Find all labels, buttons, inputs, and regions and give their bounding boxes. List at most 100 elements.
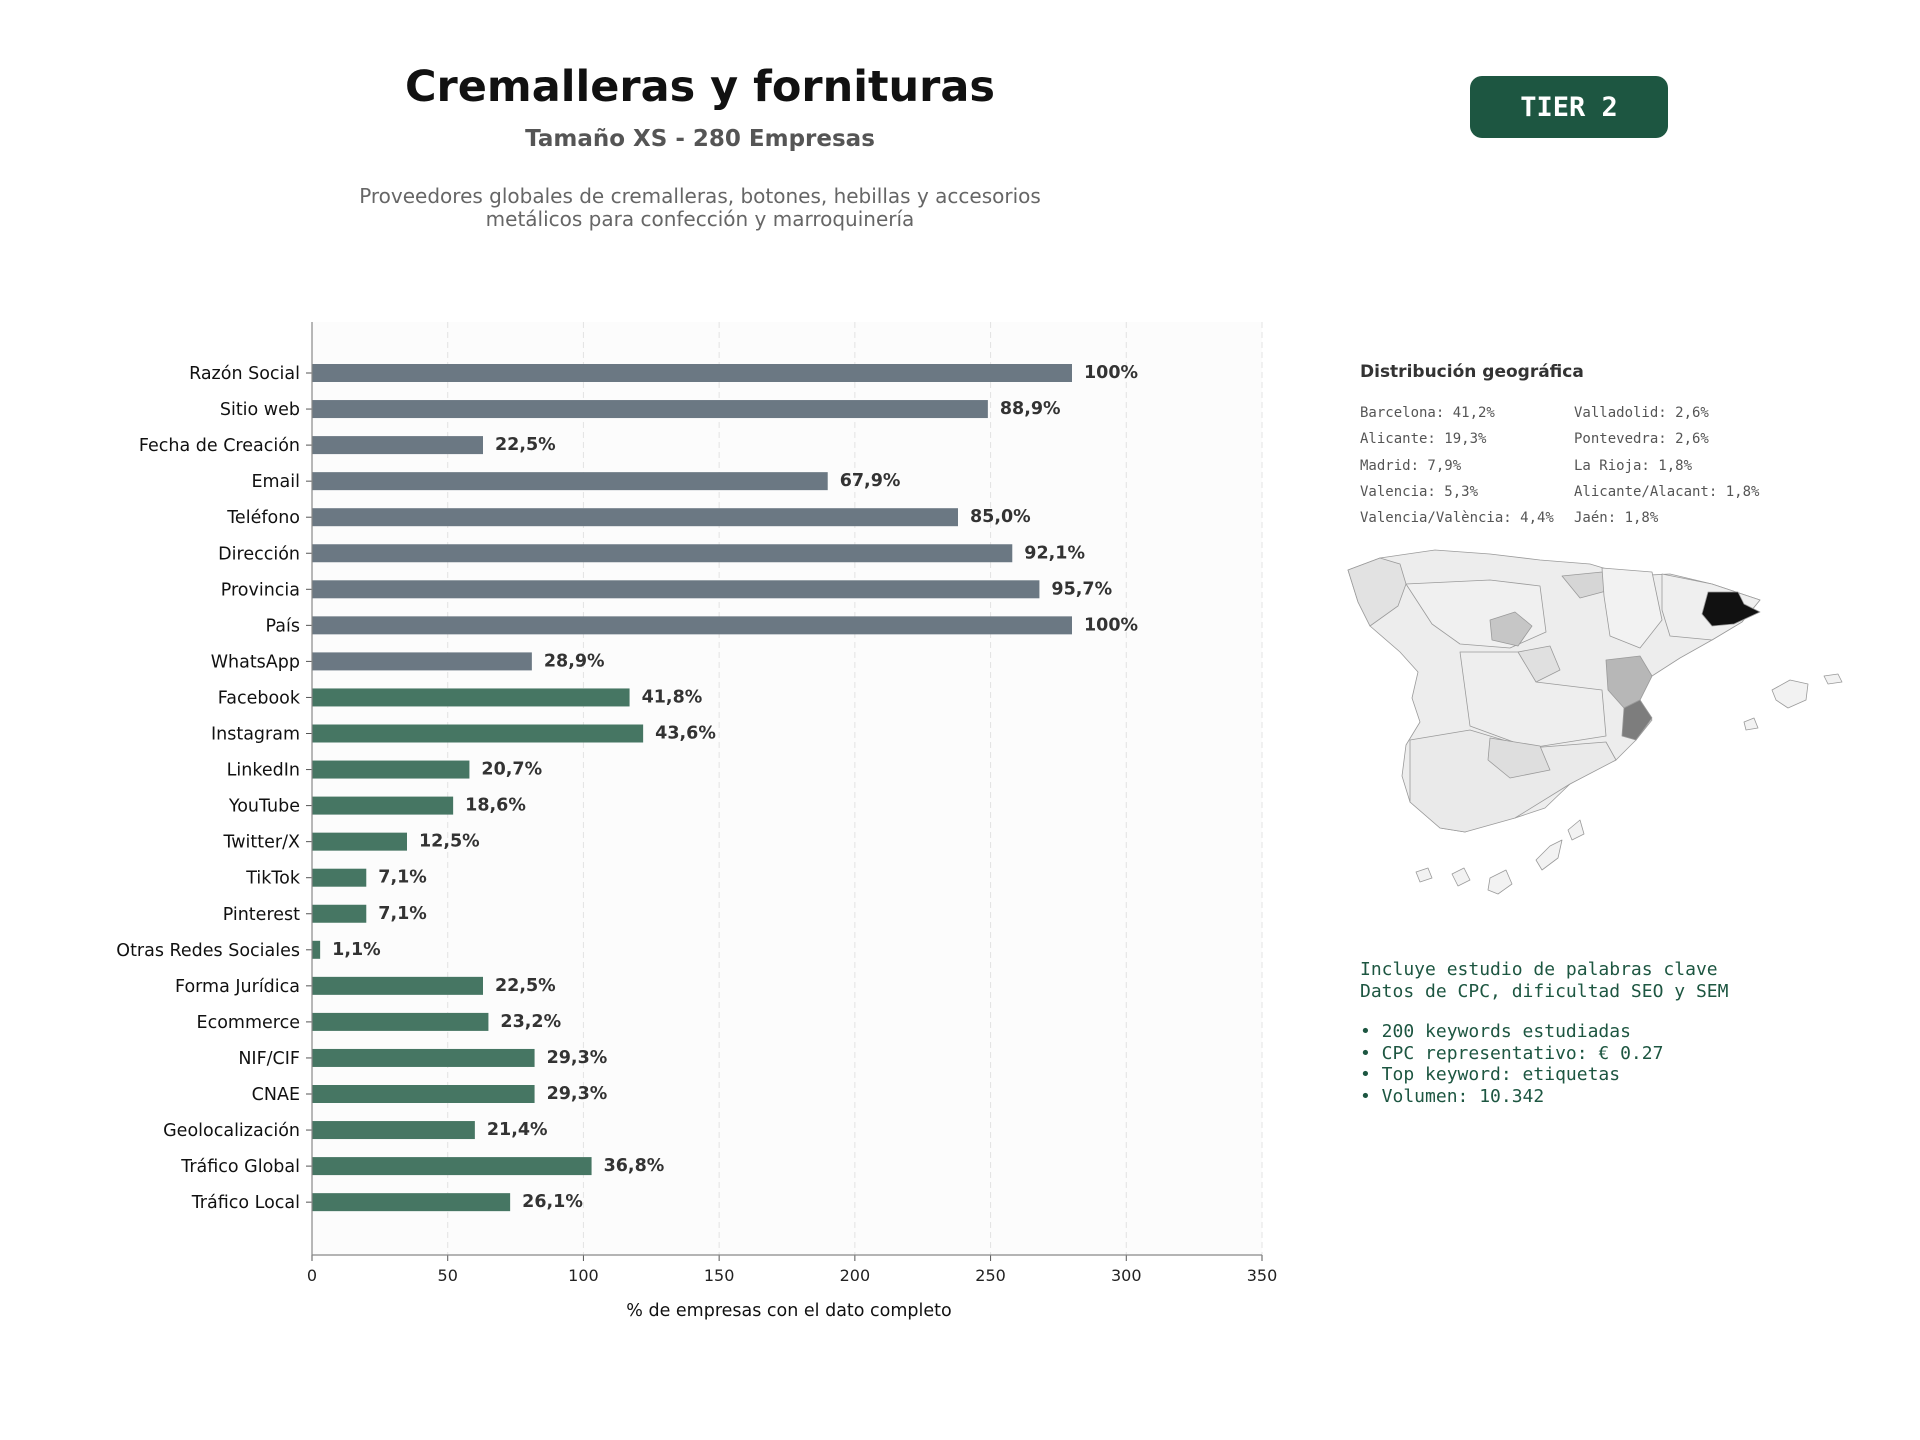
map-balearic-ibiza — [1743, 717, 1759, 731]
geo-item: Barcelona: 41,2% — [1360, 405, 1495, 421]
y-tick-label: Facebook — [218, 688, 301, 708]
geo-item: Valladolid: 2,6% — [1574, 405, 1709, 421]
y-tick-label: Email — [251, 472, 300, 492]
y-tick-label: Razón Social — [189, 364, 300, 384]
bar — [312, 508, 958, 527]
map-canary-1 — [1415, 867, 1433, 883]
bar — [312, 1121, 475, 1140]
x-tick-label: 300 — [1111, 1266, 1142, 1285]
y-tick-label: NIF/CIF — [238, 1049, 300, 1069]
bar — [312, 940, 321, 959]
y-tick-label: Instagram — [211, 725, 300, 745]
keyword-bullet: • Volumen: 10.342 — [1360, 1085, 1545, 1107]
data-label: 92,1% — [1024, 543, 1085, 563]
y-tick-label: Forma Jurídica — [175, 977, 300, 997]
bar — [312, 724, 644, 743]
data-label: 20,7% — [481, 760, 542, 780]
data-label: 28,9% — [544, 651, 605, 671]
data-label: 7,1% — [378, 868, 427, 888]
y-tick-label: Otras Redes Sociales — [116, 941, 300, 961]
geo-item: Madrid: 7,9% — [1360, 457, 1462, 474]
data-label: 41,8% — [642, 687, 703, 707]
map-canary-5 — [1567, 819, 1585, 841]
keyword-bullet: • 200 keywords estudiadas — [1360, 1021, 1631, 1042]
y-tick-label: Twitter/X — [222, 833, 300, 853]
y-tick-label: Dirección — [218, 544, 300, 564]
keyword-bullet: • Top keyword: etiquetas — [1360, 1064, 1621, 1085]
bar — [312, 364, 1072, 382]
keywords-box: Incluye estudio de palabras clave Datos … — [1360, 959, 1728, 1107]
bar — [312, 688, 630, 707]
keywords-line-1: Incluye estudio de palabras clave — [1360, 959, 1718, 980]
data-label: 36,8% — [604, 1156, 665, 1176]
data-label: 22,5% — [495, 435, 556, 455]
geo-item: Pontevedra: 2,6% — [1574, 431, 1709, 448]
x-tick-label: 250 — [975, 1266, 1006, 1285]
y-tick-label: Tráfico Local — [191, 1193, 300, 1213]
bar — [312, 472, 828, 491]
map-region-valladolid — [1489, 611, 1533, 647]
y-tick-label: Pinterest — [223, 905, 300, 925]
bar — [312, 1085, 535, 1103]
data-label: 7,1% — [378, 904, 427, 924]
map-canary-2 — [1451, 867, 1471, 887]
bar — [312, 1048, 535, 1067]
y-tick-label: LinkedIn — [227, 761, 300, 781]
data-label: 100% — [1084, 615, 1138, 635]
data-label: 1,1% — [332, 940, 381, 960]
bar — [312, 652, 532, 671]
bar — [312, 832, 407, 851]
geo-item: La Rioja: 1,8% — [1574, 457, 1693, 474]
data-label: 29,3% — [547, 1084, 608, 1104]
map-region-castilla-mancha — [1459, 651, 1607, 749]
geo-item: Jaén: 1,8% — [1574, 510, 1659, 527]
page-subtitle: Tamaño XS - 280 Empresas — [525, 126, 875, 152]
y-tick-label: Provincia — [221, 580, 300, 600]
bar — [312, 868, 367, 887]
bar — [312, 436, 483, 455]
data-label: 88,9% — [1000, 399, 1061, 419]
page-description: Proveedores globales de cremalleras, bot… — [359, 184, 1041, 231]
data-label: 67,9% — [840, 471, 901, 491]
bar — [312, 796, 454, 815]
bar — [312, 1157, 592, 1176]
geo-title: Distribución geográfica — [1360, 362, 1584, 382]
x-tick-label: 200 — [840, 1266, 871, 1285]
data-label: 100% — [1084, 363, 1138, 383]
map-balearic-menorca — [1823, 673, 1843, 685]
data-label: 23,2% — [500, 1012, 561, 1032]
y-tick-label: País — [266, 616, 300, 636]
spain-province-map — [1347, 549, 1843, 895]
map-region-alicante — [1621, 699, 1653, 741]
y-tick-label: TikTok — [245, 869, 301, 889]
x-axis-label: % de empresas con el dato completo — [626, 1301, 951, 1321]
x-tick-label: 350 — [1247, 1266, 1278, 1285]
y-tick-label: Geolocalización — [163, 1121, 300, 1141]
geo-list-right: Valladolid: 2,6% Pontevedra: 2,6% La Rio… — [1574, 400, 1759, 531]
map-region-barcelona — [1701, 591, 1761, 627]
bar — [312, 616, 1072, 635]
x-tick-label: 0 — [307, 1266, 317, 1285]
x-tick-label: 50 — [438, 1266, 458, 1285]
geo-item: Alicante: 19,3% — [1360, 431, 1487, 448]
data-label: 26,1% — [522, 1192, 583, 1212]
y-tick-label: CNAE — [252, 1085, 300, 1105]
data-label: 29,3% — [547, 1048, 608, 1068]
data-label: 22,5% — [495, 976, 556, 996]
keyword-bullet: • CPC representativo: € 0.27 — [1360, 1042, 1664, 1064]
y-tick-label: Ecommerce — [197, 1013, 300, 1033]
y-tick-label: Fecha de Creación — [139, 436, 300, 456]
map-region-jaen — [1487, 737, 1551, 779]
y-tick-label: Tráfico Global — [180, 1157, 300, 1177]
map-canary-4 — [1535, 839, 1563, 871]
map-region-aragon — [1601, 567, 1663, 649]
y-tick-label: Sitio web — [220, 400, 300, 420]
map-canary-3 — [1487, 869, 1513, 895]
bar — [312, 976, 483, 995]
bar — [312, 1012, 489, 1031]
geo-item: Valencia: 5,3% — [1360, 483, 1479, 500]
keywords-line-2: Datos de CPC, dificultad SEO y SEM — [1360, 980, 1729, 1002]
bar — [312, 400, 988, 419]
bar — [312, 1193, 511, 1212]
data-label: 12,5% — [419, 832, 480, 852]
